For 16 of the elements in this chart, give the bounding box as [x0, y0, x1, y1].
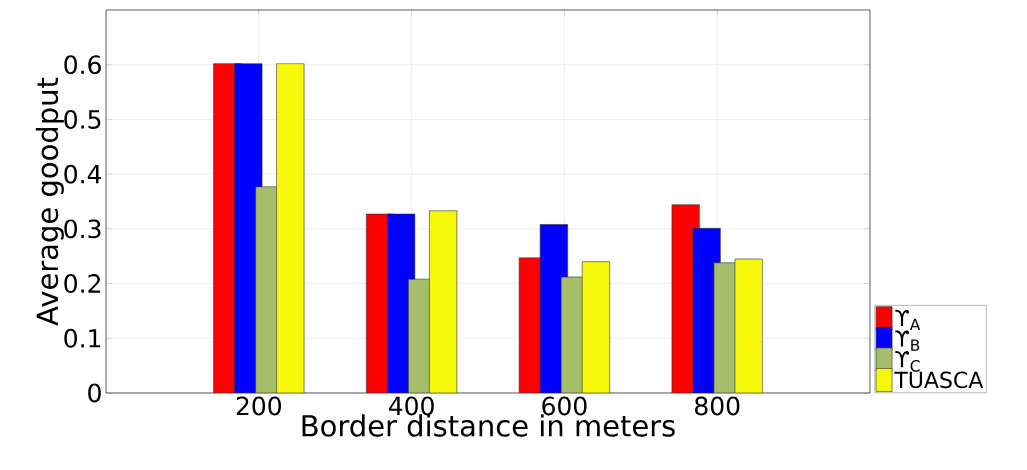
legend-label: ϒ$_{A}$ [895, 309, 921, 331]
x-tick-label: 400 [388, 396, 434, 416]
y-tick-label: 0 [88, 383, 101, 403]
legend-label: ϒ$_{B}$ [895, 330, 920, 351]
y-tick-label: 0.2 [64, 274, 100, 294]
y-axis-title: Average goodput [35, 77, 64, 326]
y-tick-label: 0.3 [64, 219, 101, 239]
y-tick-label: 0.1 [64, 328, 101, 348]
x-tick-label: 200 [236, 396, 281, 416]
x-tick-label: 800 [695, 396, 740, 416]
y-tick-label: 0.6 [64, 55, 101, 75]
legend-label: ϒ$_{C}$ [895, 351, 920, 372]
legend-label: TUASCA [894, 371, 984, 389]
x-tick-label: 600 [542, 396, 587, 416]
y-tick-label: 0.4 [64, 164, 102, 184]
y-tick-label: 0.5 [64, 109, 101, 129]
